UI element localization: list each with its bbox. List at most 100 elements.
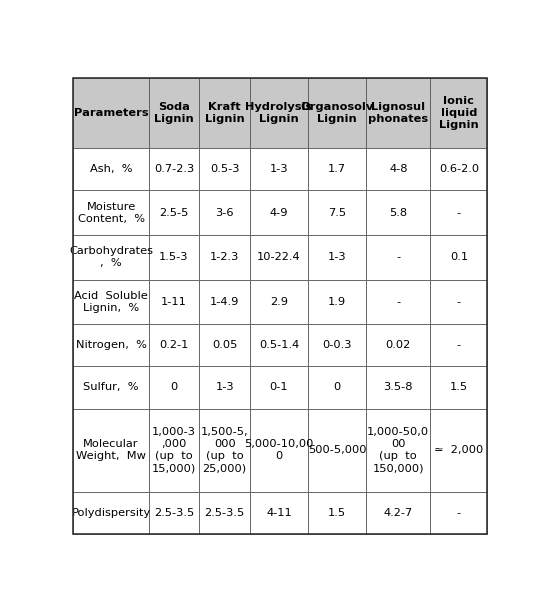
Text: 1,500-5,
000
(up  to
25,000): 1,500-5, 000 (up to 25,000): [201, 427, 248, 473]
Bar: [199, 491, 250, 534]
Text: 0.6-2.0: 0.6-2.0: [439, 164, 479, 175]
Text: 0: 0: [334, 382, 341, 393]
Text: 1-3: 1-3: [328, 253, 346, 262]
Bar: [250, 78, 308, 148]
Text: 500-5,000: 500-5,000: [308, 445, 366, 455]
Text: 4-8: 4-8: [389, 164, 408, 175]
Text: 1-4.9: 1-4.9: [210, 297, 240, 307]
Text: Kraft
Lignin: Kraft Lignin: [205, 102, 245, 124]
Text: 7.5: 7.5: [328, 208, 346, 218]
Bar: [366, 148, 430, 190]
Bar: [149, 148, 199, 190]
Bar: [73, 280, 149, 324]
Text: -: -: [457, 508, 461, 518]
Text: 0.5-1.4: 0.5-1.4: [259, 341, 299, 350]
Text: Ash,  %: Ash, %: [90, 164, 132, 175]
Bar: [149, 280, 199, 324]
Bar: [308, 190, 366, 235]
Bar: [308, 78, 366, 148]
Text: Hydrolysis
Lignin: Hydrolysis Lignin: [246, 102, 313, 124]
Text: 4-9: 4-9: [270, 208, 288, 218]
Bar: [430, 235, 487, 280]
Bar: [250, 190, 308, 235]
Text: 0.5-3: 0.5-3: [210, 164, 240, 175]
Bar: [430, 491, 487, 534]
Text: Molecular
Weight,  Mw: Molecular Weight, Mw: [76, 439, 146, 461]
Bar: [73, 148, 149, 190]
Text: Organosolv
Lignin: Organosolv Lignin: [300, 102, 374, 124]
Text: 0-1: 0-1: [270, 382, 288, 393]
Text: 3.5-8: 3.5-8: [383, 382, 413, 393]
Bar: [73, 367, 149, 408]
Text: Acid  Soluble
Lignin,  %: Acid Soluble Lignin, %: [74, 291, 148, 313]
Bar: [430, 408, 487, 491]
Bar: [199, 367, 250, 408]
Bar: [199, 190, 250, 235]
Text: Soda
Lignin: Soda Lignin: [154, 102, 194, 124]
Text: Polydispersity: Polydispersity: [72, 508, 150, 518]
Text: 0: 0: [170, 382, 178, 393]
Bar: [250, 148, 308, 190]
Bar: [149, 367, 199, 408]
Text: 1.7: 1.7: [328, 164, 346, 175]
Text: 4.2-7: 4.2-7: [383, 508, 413, 518]
Text: 2.5-5: 2.5-5: [159, 208, 189, 218]
Text: 1.9: 1.9: [328, 297, 346, 307]
Bar: [73, 491, 149, 534]
Text: 1.5-3: 1.5-3: [159, 253, 189, 262]
Bar: [149, 190, 199, 235]
Bar: [366, 280, 430, 324]
Bar: [308, 148, 366, 190]
Text: -: -: [396, 297, 400, 307]
Bar: [73, 324, 149, 367]
Bar: [366, 235, 430, 280]
Text: 0-0.3: 0-0.3: [322, 341, 352, 350]
Bar: [308, 280, 366, 324]
Bar: [250, 280, 308, 324]
Bar: [73, 190, 149, 235]
Bar: [73, 408, 149, 491]
Text: 2.9: 2.9: [270, 297, 288, 307]
Text: 0.02: 0.02: [386, 341, 411, 350]
Bar: [366, 367, 430, 408]
Text: 1-3: 1-3: [270, 164, 288, 175]
Text: 1,000-3
,000
(up  to
15,000): 1,000-3 ,000 (up to 15,000): [152, 427, 196, 473]
Bar: [430, 78, 487, 148]
Text: Moisture
Content,  %: Moisture Content, %: [78, 202, 144, 224]
Bar: [430, 148, 487, 190]
Bar: [250, 491, 308, 534]
Text: 5,000-10,00
0: 5,000-10,00 0: [245, 439, 314, 461]
Bar: [308, 235, 366, 280]
Bar: [250, 367, 308, 408]
Bar: [199, 235, 250, 280]
Text: 3-6: 3-6: [216, 208, 234, 218]
Text: 0.7-2.3: 0.7-2.3: [154, 164, 194, 175]
Text: 1,000-50,0
00
(up  to
150,000): 1,000-50,0 00 (up to 150,000): [367, 427, 429, 473]
Text: 5.8: 5.8: [389, 208, 408, 218]
Text: Lignosul
phonates: Lignosul phonates: [368, 102, 428, 124]
Text: 1-2.3: 1-2.3: [210, 253, 240, 262]
Text: 2.5-3.5: 2.5-3.5: [205, 508, 245, 518]
Bar: [308, 367, 366, 408]
Bar: [149, 78, 199, 148]
Bar: [149, 491, 199, 534]
Text: -: -: [457, 297, 461, 307]
Text: 0.2-1: 0.2-1: [159, 341, 189, 350]
Bar: [366, 78, 430, 148]
Text: Carbohydrates
,  %: Carbohydrates , %: [69, 247, 153, 268]
Text: -: -: [457, 208, 461, 218]
Bar: [366, 324, 430, 367]
Text: 1-11: 1-11: [161, 297, 187, 307]
Bar: [149, 324, 199, 367]
Text: 1.5: 1.5: [328, 508, 346, 518]
Text: ≃  2,000: ≃ 2,000: [434, 445, 484, 455]
Text: 10-22.4: 10-22.4: [257, 253, 301, 262]
Bar: [250, 235, 308, 280]
Text: -: -: [457, 341, 461, 350]
Bar: [199, 280, 250, 324]
Text: 2.5-3.5: 2.5-3.5: [154, 508, 194, 518]
Bar: [308, 491, 366, 534]
Text: 0.05: 0.05: [212, 341, 237, 350]
Bar: [430, 190, 487, 235]
Bar: [149, 408, 199, 491]
